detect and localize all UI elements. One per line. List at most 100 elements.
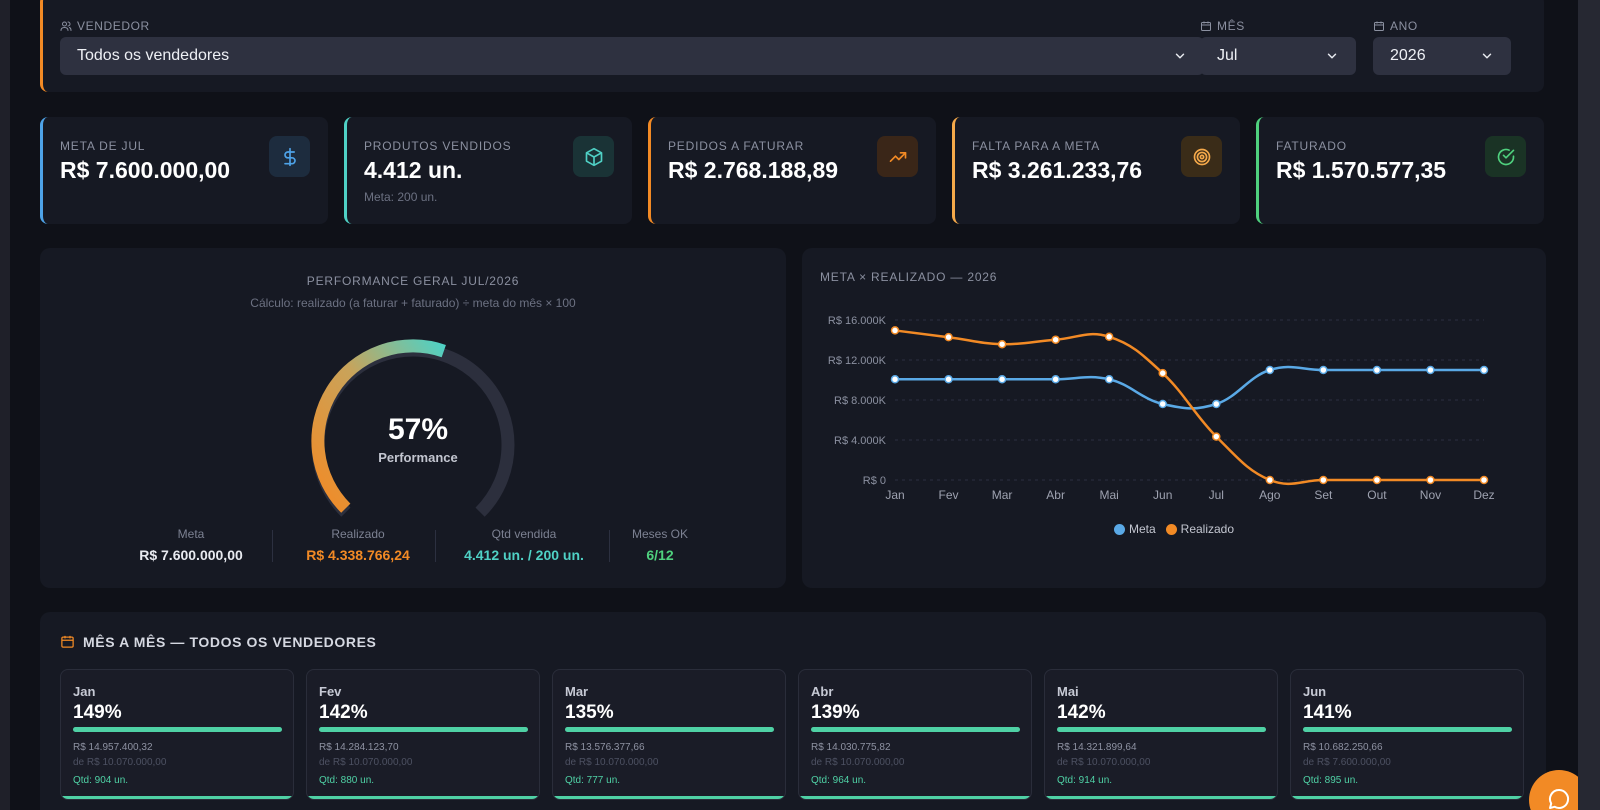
year-label-text: ANO [1390, 19, 1418, 33]
legend-item[interactable]: Meta [1113, 522, 1156, 536]
stat-label: Qtd vendida [491, 527, 557, 541]
kpi-label: PEDIDOS A FATURAR [668, 139, 805, 153]
stat-divider [609, 530, 610, 562]
data-point [944, 332, 953, 342]
month-name: Mar [565, 684, 589, 699]
stat-divider [435, 530, 436, 562]
data-point [1265, 365, 1275, 375]
x-tick-label: Jan [885, 488, 904, 502]
month-name: Abr [811, 684, 834, 699]
month-status-strip [61, 796, 293, 799]
month-target: de R$ 10.070.000,00 [73, 757, 167, 768]
month-select-value: Jul [1217, 47, 1238, 64]
month-qty: Qtd: 880 un. [319, 775, 375, 786]
data-point [1212, 432, 1221, 441]
month-progress-fill [565, 727, 774, 732]
calendar-icon [1201, 21, 1211, 31]
month-progress-bar [73, 727, 282, 732]
month-realized: R$ 14.321.899,64 [1057, 742, 1137, 753]
month-realized: R$ 10.682.250,66 [1303, 742, 1383, 753]
stat-label: Meses OK [631, 527, 688, 541]
data-point [890, 326, 900, 335]
filter-bar: VENDEDOR Todos os vendedores MÊS Jul ANO… [40, 0, 1544, 92]
month-status-strip [799, 796, 1031, 799]
month-target: de R$ 10.070.000,00 [319, 757, 413, 768]
month-card[interactable]: Fev 142% R$ 14.284.123,70 de R$ 10.070.000,… [306, 669, 540, 800]
data-point [1426, 475, 1435, 485]
month-status-strip [1045, 796, 1277, 799]
data-point [1479, 365, 1489, 375]
month-progress-bar [1057, 727, 1266, 732]
data-point [1479, 475, 1489, 485]
data-point [1372, 475, 1382, 485]
month-card[interactable]: Mai 142% R$ 14.321.899,64 de R$ 10.070.000,… [1044, 669, 1278, 800]
data-point [1104, 332, 1114, 342]
kpi-label: PRODUTOS VENDIDOS [364, 139, 512, 153]
year-select-value: 2026 [1390, 47, 1426, 64]
month-percent: 135% [565, 702, 614, 723]
month-progress-fill [811, 727, 1020, 732]
month-qty: Qtd: 895 un. [1303, 775, 1359, 786]
month-select[interactable]: Jul [1200, 37, 1356, 75]
kpi-card-pedidos: PEDIDOS A FATURAR R$ 2.768.188,89 [648, 117, 936, 224]
month-percent: 149% [73, 702, 122, 723]
kpi-label: META DE JUL [60, 139, 146, 153]
stat-qtd-vendida: Qtd vendida 4.412 un. / 200 un. [445, 527, 603, 563]
month-percent: 142% [1057, 702, 1106, 723]
stat-label: Meta [177, 527, 205, 541]
month-realized: R$ 13.576.377,66 [565, 742, 645, 753]
month-qty: Qtd: 964 un. [811, 775, 867, 786]
calendar-icon [61, 635, 74, 648]
dashboard-page: VENDEDOR Todos os vendedores MÊS Jul ANO… [10, 0, 1589, 810]
month-name: Fev [319, 684, 342, 699]
performance-panel [40, 248, 786, 588]
x-tick-label: Nov [1420, 488, 1441, 502]
y-tick-label: R$ 8.000K [834, 395, 887, 407]
month-name: Mai [1057, 684, 1079, 699]
year-filter-label: ANO [1373, 19, 1418, 33]
kpi-value: R$ 1.570.577,35 [1276, 157, 1447, 183]
data-point [944, 375, 953, 384]
month-target: de R$ 10.070.000,00 [811, 757, 905, 768]
dollar-icon [269, 136, 310, 177]
gauge-percent: 57% [387, 413, 449, 446]
vendor-select[interactable]: Todos os vendedores [60, 37, 1204, 75]
kpi-card-faturado: FATURADO R$ 1.570.577,35 [1256, 117, 1544, 224]
trending-up-icon [877, 136, 918, 177]
month-progress-fill [319, 727, 528, 732]
x-tick-label: Mar [992, 488, 1013, 502]
year-select[interactable]: 2026 [1373, 37, 1511, 75]
target-icon [1181, 136, 1222, 177]
month-card[interactable]: Jan 149% R$ 14.957.400,32 de R$ 10.070.000,… [60, 669, 294, 800]
data-point [1319, 365, 1328, 375]
data-point [997, 339, 1007, 349]
gauge-caption: Performance [378, 450, 458, 465]
month-qty: Qtd: 777 un. [565, 775, 621, 786]
month-name: Jun [1303, 684, 1327, 699]
month-card[interactable]: Mar 135% R$ 13.576.377,66 de R$ 10.070.000,… [552, 669, 786, 800]
month-status-strip [1291, 796, 1523, 799]
month-card[interactable]: Abr 139% R$ 14.030.775,82 de R$ 10.070.000,… [798, 669, 1032, 800]
month-label-text: MÊS [1217, 19, 1245, 33]
kpi-value: R$ 3.261.233,76 [972, 157, 1143, 183]
chart-title: META × REALIZADO — 2026 [820, 270, 998, 284]
chevron-down-icon [1175, 53, 1185, 59]
x-tick-label: Jun [1153, 488, 1172, 502]
stat-divider [272, 530, 273, 562]
legend-label: Meta [1128, 522, 1156, 536]
legend-swatch [1113, 523, 1125, 535]
scrollbar-track[interactable] [1578, 0, 1600, 810]
stat-meses-ok: Meses OK 6/12 [620, 527, 700, 563]
kpi-label: FALTA PARA A META [972, 139, 1101, 153]
legend-swatch [1165, 523, 1177, 535]
performance-stats: Meta R$ 7.600.000,00 Realizado R$ 4.338.… [50, 527, 796, 567]
meta-realizado-chart: R$ 0 R$ 4.000K R$ 8.000K R$ 12.000K R$ 16.00… [828, 315, 1495, 502]
y-tick-label: R$ 12.000K [828, 355, 887, 367]
legend-item[interactable]: Realizado [1165, 522, 1234, 536]
x-tick-label: Set [1314, 488, 1333, 502]
month-card[interactable]: Jun 141% R$ 10.682.250,66 de R$ 7.600.000,0… [1290, 669, 1524, 800]
kpi-value: R$ 7.600.000,00 [60, 157, 231, 183]
month-target: de R$ 7.600.000,00 [1303, 757, 1391, 768]
vendor-filter-label: VENDEDOR [60, 19, 150, 33]
month-realized: R$ 14.030.775,82 [811, 742, 891, 753]
